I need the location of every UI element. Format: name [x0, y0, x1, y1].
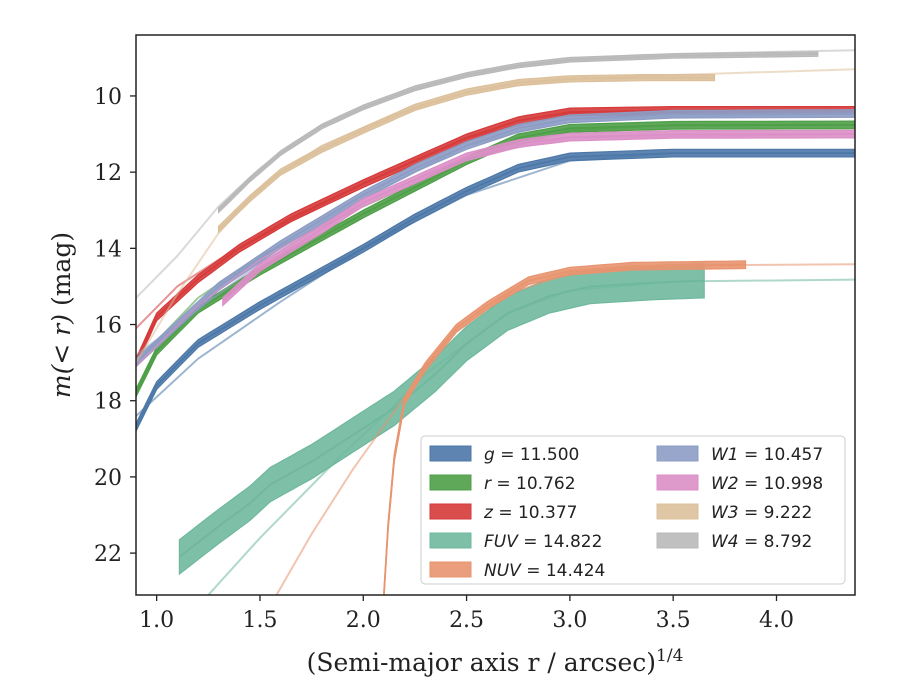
- x-tick-label: 1.5: [242, 608, 277, 633]
- legend-swatch: [429, 561, 472, 578]
- series-nuv: [275, 260, 855, 595]
- y-axis: 10 12 14 16 18 20 22: [94, 85, 136, 567]
- series-nuv-band: [383, 260, 747, 595]
- legend-label: W2 = 10.998: [711, 474, 823, 494]
- series-r-band: [136, 120, 855, 398]
- legend-item-w3: W3 = 9.222: [656, 503, 812, 523]
- series-fuv-band: [178, 262, 705, 576]
- series-w2-band: [222, 129, 855, 307]
- legend: g = 11.500 r = 10.762 z = 10.377 FUV = 14.8…: [420, 435, 846, 585]
- y-axis-label: m(< r)(mag): [47, 232, 76, 398]
- y-tick-label: 18: [94, 390, 122, 415]
- series-w3-line: [217, 76, 715, 230]
- y-tick-label: 22: [94, 542, 122, 567]
- series-z-faint-line: [136, 109, 855, 330]
- legend-item-nuv: NUV = 14.424: [429, 561, 605, 581]
- x-tick-label: 3.5: [656, 608, 691, 633]
- legend-swatch: [429, 503, 472, 520]
- series-z-line: [136, 109, 855, 363]
- series-g-line: [136, 152, 855, 428]
- legend-label: z = 10.377: [483, 503, 577, 523]
- legend-item-z: z = 10.377: [429, 503, 577, 523]
- legend-swatch: [656, 532, 699, 549]
- legend-label: W1 = 10.457: [711, 445, 823, 465]
- legend-item-r: r = 10.762: [429, 474, 576, 494]
- x-axis-label: (Semi-major axis r / arcsec)1/4: [307, 646, 684, 677]
- y-tick-label: 14: [94, 237, 122, 262]
- series-z: [136, 106, 855, 367]
- series-w4: [136, 49, 855, 299]
- series-nuv-line: [383, 263, 746, 595]
- legend-label: g = 11.500: [484, 445, 579, 465]
- legend-item-g: g = 11.500: [429, 445, 579, 465]
- plot-frame: [135, 34, 856, 596]
- x-tick-label: 2.5: [449, 608, 484, 633]
- curves-layer: [136, 49, 855, 595]
- x-tick-label: 4.0: [759, 608, 794, 633]
- series-fuv-line: [178, 279, 705, 558]
- legend-label: r = 10.762: [484, 474, 576, 494]
- y-tick-label: 12: [94, 161, 122, 186]
- series-r: [136, 120, 855, 398]
- series-fuv: [178, 262, 855, 595]
- legend-label: W4 = 8.792: [711, 532, 812, 552]
- y-tick-label: 10: [94, 85, 122, 110]
- legend-label: NUV = 14.424: [484, 561, 605, 581]
- x-tick-label: 1.0: [139, 608, 174, 633]
- x-axis: 1.0 1.5 2.0 2.5 3.0 3.5 4.0: [139, 595, 794, 633]
- x-tick-label: 2.0: [346, 608, 381, 633]
- series-r-line: [136, 124, 855, 394]
- legend-label: FUV = 14.822: [484, 532, 602, 552]
- legend-swatch: [656, 445, 699, 462]
- series-g-band: [136, 148, 855, 432]
- legend-item-w2: W2 = 10.998: [656, 474, 823, 494]
- series-w1-line: [136, 112, 855, 364]
- legend-item-w4: W4 = 8.792: [656, 532, 812, 552]
- series-w2-line: [222, 133, 855, 303]
- series-w2: [136, 129, 855, 368]
- legend-swatch: [429, 474, 472, 491]
- series-w4-line: [217, 53, 818, 211]
- y-tick-label: 20: [94, 466, 122, 491]
- series-g: [136, 148, 855, 432]
- legend-swatch: [656, 474, 699, 491]
- series-w3-band: [218, 74, 716, 234]
- legend-label: W3 = 9.222: [711, 503, 812, 523]
- series-w4-band: [218, 51, 819, 214]
- legend-box: [420, 435, 846, 585]
- series-z-band: [136, 106, 855, 367]
- legend-item-w1: W1 = 10.457: [656, 445, 823, 465]
- legend-swatch: [429, 445, 472, 462]
- legend-swatch: [656, 503, 699, 520]
- legend-item-fuv: FUV = 14.822: [429, 532, 602, 552]
- series-w3: [136, 68, 855, 364]
- legend-swatch: [429, 532, 472, 549]
- y-tick-label: 16: [94, 314, 122, 339]
- x-tick-label: 3.0: [552, 608, 587, 633]
